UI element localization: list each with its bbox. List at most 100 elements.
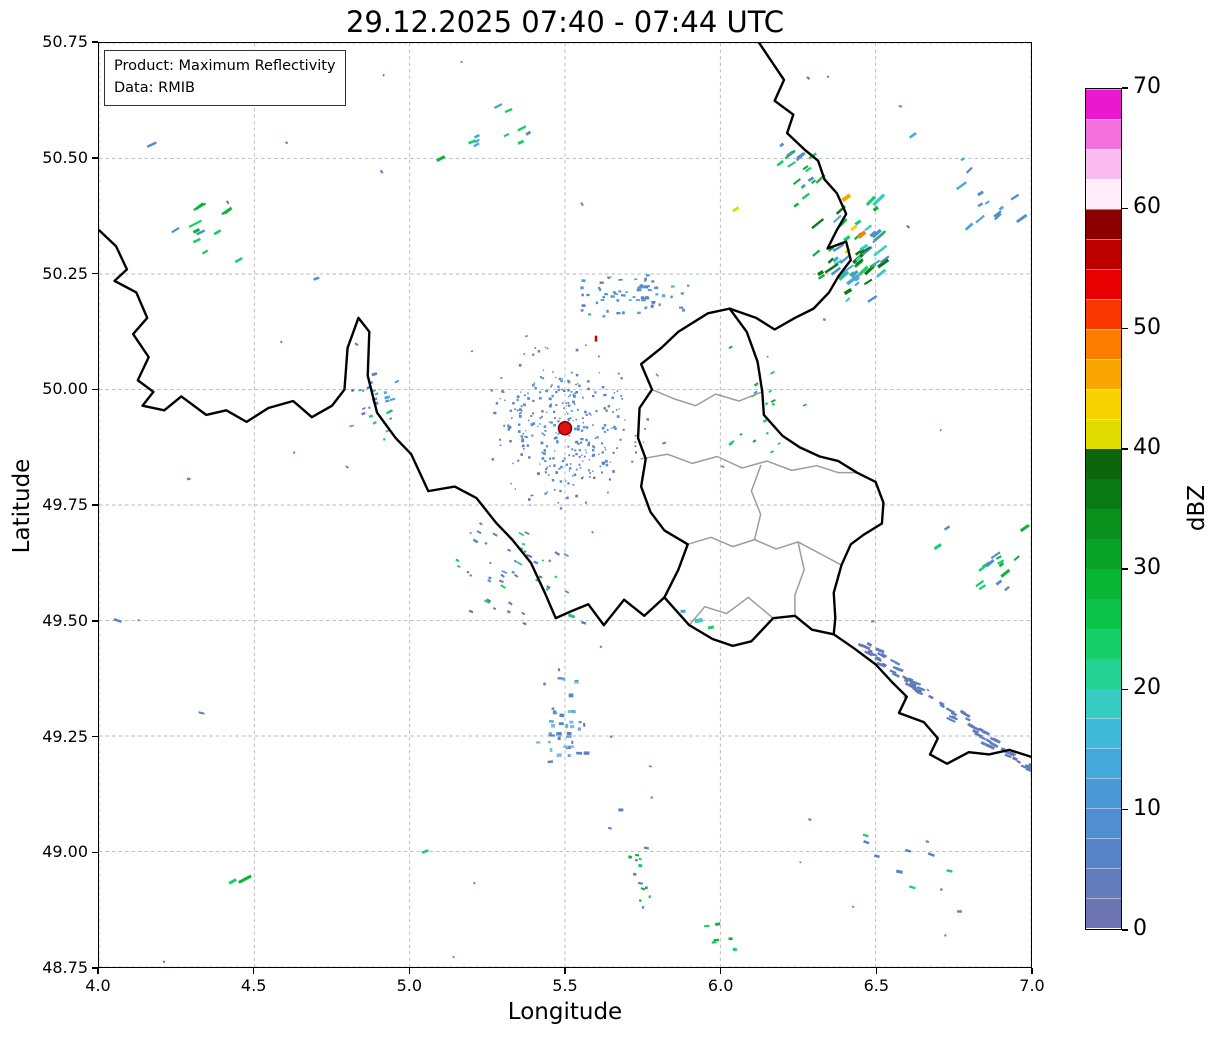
radar-echo [871,228,882,239]
radar-echo [563,553,570,558]
radar-echo [616,390,619,392]
radar-echo [938,701,945,707]
radar-echo [514,408,517,411]
radar-echo [603,423,607,427]
radar-echo [576,383,579,385]
radar-echo [594,391,597,394]
radar-echo [662,441,667,445]
radar-echo [651,300,656,303]
radar-echo [509,439,512,443]
radar-echo [473,142,480,148]
radar-echo [637,286,642,290]
radar-echo [548,719,554,723]
radar-echo [455,558,460,563]
radar-echo [611,396,614,400]
radar-echo [576,427,580,431]
radar-echo [546,411,548,413]
x-tick-mark [97,968,99,974]
radar-echo [519,547,524,551]
radar-echo [600,299,605,301]
radar-echo [507,426,511,430]
radar-echo [577,727,582,731]
radar-echo [553,489,556,491]
radar-echo [616,415,620,418]
colorbar-tick-mark [1122,688,1128,691]
radar-echo [379,169,384,174]
radar-echo [575,494,578,498]
radar-echo [517,125,527,132]
radar-echo [577,425,580,428]
radar-echo [492,607,497,610]
radar-echo [576,751,583,755]
colorbar-tick-mark [1122,327,1128,330]
radar-echo [582,460,584,462]
radar-echo [521,611,526,616]
y-tick-label: 50.00 [42,379,88,399]
radar-echo [628,855,633,859]
radar-echo [610,295,615,298]
radar-echo [604,459,608,463]
radar-echo [680,292,684,295]
radar-echo [238,874,252,884]
radar-echo [985,559,995,568]
radar-echo [523,394,526,397]
radar-echo [460,61,463,63]
radar-echo [223,207,233,215]
radar-echo [517,459,520,462]
radar-echo [162,960,166,964]
radar-echo [634,451,638,454]
radar-echo [526,444,530,447]
radar-echo [538,575,543,579]
radar-echo [582,426,586,429]
radar-echo [640,296,645,300]
radar-echo [594,437,597,440]
radar-echo [556,441,559,444]
radar-echo [595,410,598,413]
radar-echo [644,279,647,282]
x-tick-label: 4.0 [85,976,111,995]
radar-echo [548,421,551,423]
radar-echo [873,244,888,257]
radar-echo [531,434,534,437]
radar-echo [686,284,690,287]
radar-echo [551,707,555,710]
radar-echo [581,293,584,297]
colorbar-band [1086,778,1121,809]
radar-echo [554,711,558,715]
radar-echo [567,419,570,422]
radar-echo [707,625,715,630]
radar-echo [875,268,887,278]
radar-echo [384,399,390,403]
radar-echo [548,559,552,563]
radar-echo [544,460,547,462]
radar-echo [530,494,533,497]
colorbar-band [1086,388,1121,419]
radar-echo [609,461,612,463]
radar-echo [960,157,966,162]
radar-echo [534,347,537,349]
radar-echo [539,463,541,465]
radar-echo [568,693,574,698]
radar-echo [507,548,512,552]
radar-echo [990,551,1001,560]
radar-echo [561,402,564,404]
radar-echo [625,291,629,294]
radar-echo [559,417,561,420]
radar-echo [554,450,556,452]
x-tick-mark [408,968,411,974]
radar-echo [694,617,703,624]
radar-echo [578,720,582,724]
radar-echo [681,308,686,312]
radar-echo [565,723,568,728]
radar-echo [588,313,592,316]
colorbar-tick-mark [1122,207,1128,210]
radar-echo [542,377,545,380]
radar-echo [501,390,504,393]
colorbar-band [1086,688,1121,719]
radar-echo [548,457,552,460]
radar-echo [543,460,546,462]
radar-echo [580,441,583,444]
district-border [794,541,805,617]
radar-echo [555,432,557,434]
radar-echo [975,214,985,224]
